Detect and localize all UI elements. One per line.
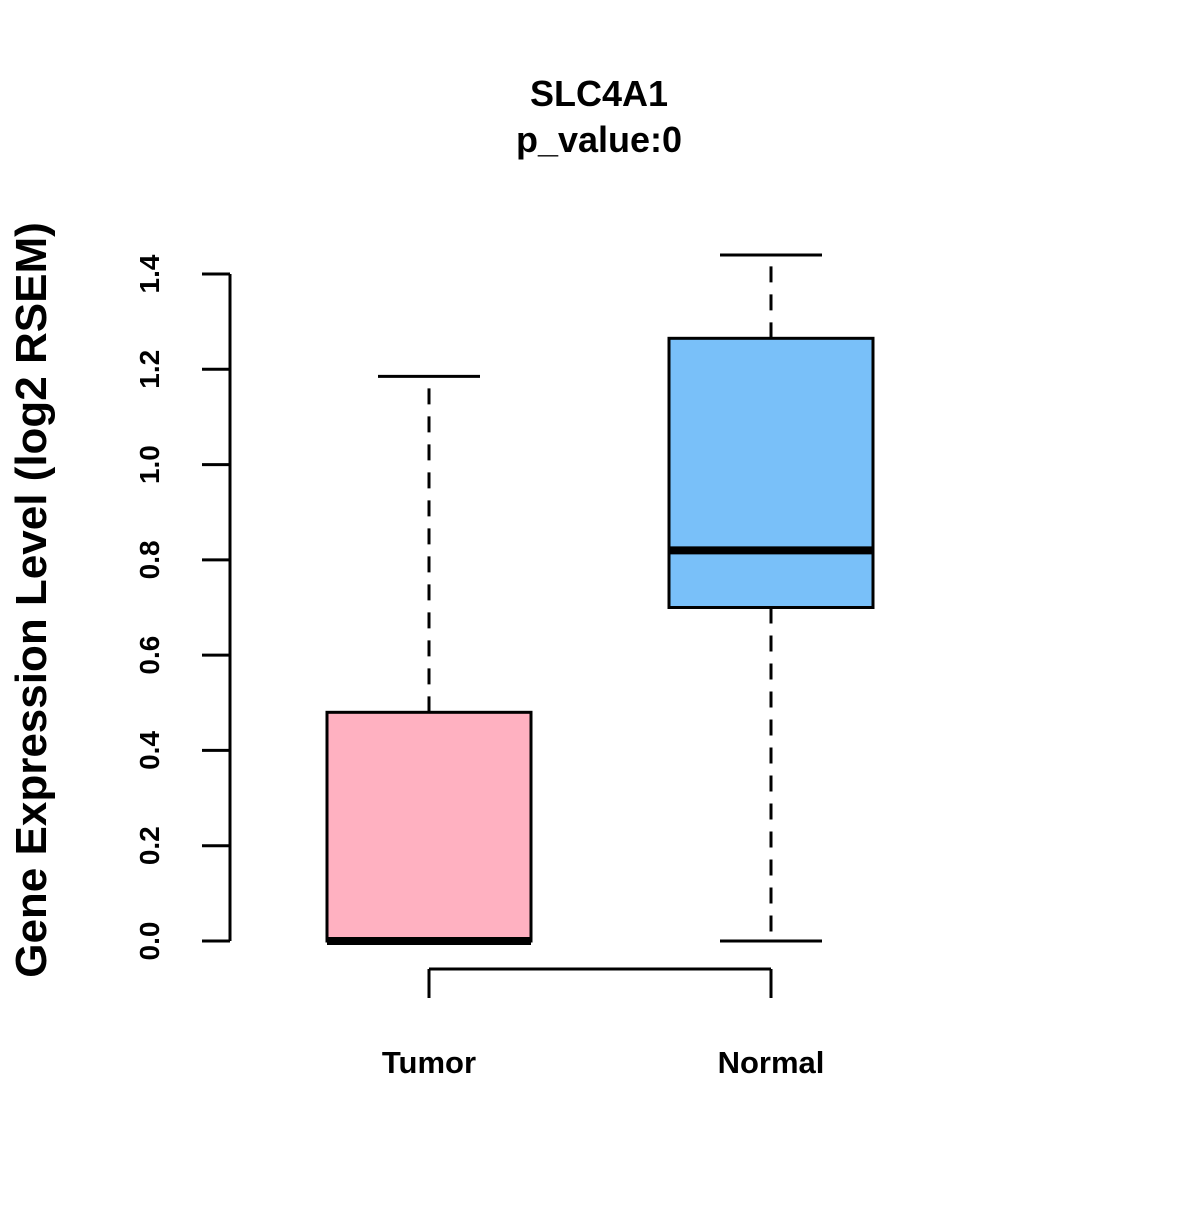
chart-subtitle: p_value:0 xyxy=(516,119,682,160)
y-tick-label: 0.2 xyxy=(134,826,165,865)
y-tick-label: 0.4 xyxy=(134,731,165,770)
y-tick-label: 0.8 xyxy=(134,540,165,579)
chart-title: SLC4A1 xyxy=(530,73,668,114)
x-tick-label-tumor: Tumor xyxy=(382,1045,476,1080)
y-axis-title: Gene Expression Level (log2 RSEM) xyxy=(7,222,56,978)
y-tick-label: 0.0 xyxy=(134,922,165,961)
iqr-box xyxy=(667,336,875,609)
box-tumor xyxy=(325,374,533,945)
y-tick-label: 0.6 xyxy=(134,636,165,675)
y-axis: 0.0 0.2 0.4 0.6 0.8 1.0 1.2 1.4 xyxy=(134,254,232,961)
y-tick-label: 1.2 xyxy=(134,350,165,389)
x-tick-label-normal: Normal xyxy=(718,1045,825,1080)
y-tick-label: 1.0 xyxy=(134,445,165,484)
boxes xyxy=(325,253,875,945)
x-axis: Tumor Normal xyxy=(382,967,825,1080)
box-normal xyxy=(667,253,875,943)
iqr-box xyxy=(325,710,533,943)
y-tick-label: 1.4 xyxy=(134,254,165,293)
